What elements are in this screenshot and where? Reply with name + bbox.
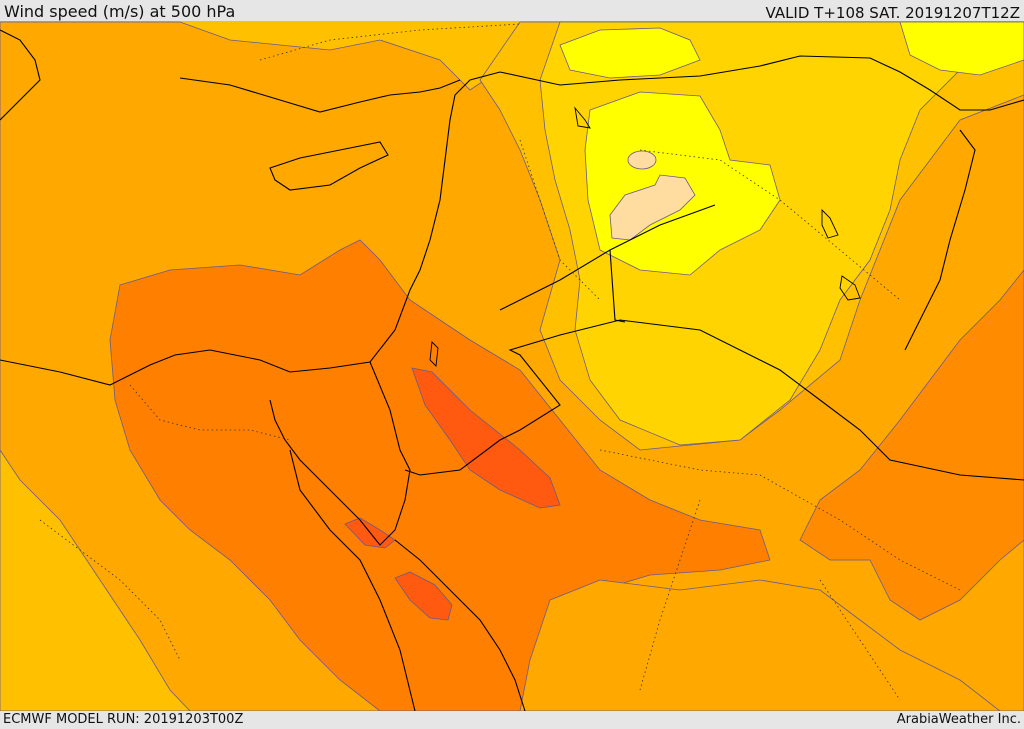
map-canvas [0,21,1024,711]
model-run-label: ECMWF MODEL RUN: 20191203T00Z [3,712,244,727]
band-calm [609,174,696,241]
band-10-15-ne [899,21,1024,76]
band-35-40-b [394,571,453,621]
band-30-35 [109,239,771,711]
band-25-30-east [799,269,1024,621]
band-35-40-a [411,367,561,509]
water-bodies [429,106,861,367]
valid-time: VALID T+108 SAT. 20191207T12Z [765,4,1020,22]
wind-speed-map [0,21,1024,711]
coastlines [0,29,1024,711]
credit-label: ArabiaWeather Inc. [896,712,1021,727]
band-outer-west [0,449,191,711]
header-bar: Wind speed (m/s) at 500 hPa VALID T+108 … [0,0,1024,21]
map-title: Wind speed (m/s) at 500 hPa [4,2,236,21]
footer-bar: ECMWF MODEL RUN: 20191203T00Z ArabiaWeat… [0,711,1024,729]
band-10-15-n [559,27,701,79]
admin-boundaries [39,23,961,701]
band-20-25-south [519,579,1001,711]
band-calm-small [627,150,657,170]
